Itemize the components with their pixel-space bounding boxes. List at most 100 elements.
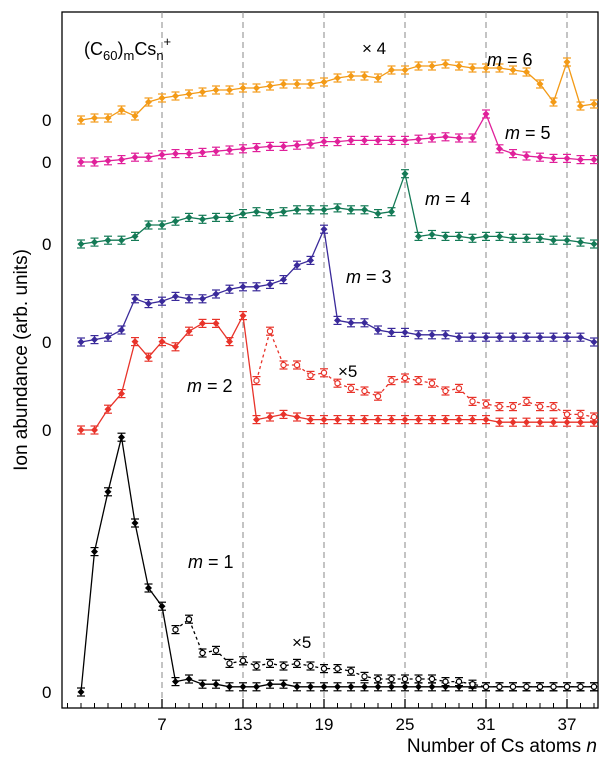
data-point-scaled [388,675,395,683]
data-point-scaled [266,660,274,667]
data-point [536,234,544,242]
data-point [320,683,328,691]
data-point [563,58,571,66]
data-point [293,80,301,88]
data-point [482,416,490,424]
data-point-scaled [590,683,598,691]
data-point [239,312,247,320]
data-point [374,74,382,82]
data-point-scaled [415,377,422,384]
x-tick-label: 37 [558,715,577,734]
data-point [77,116,85,124]
data-point-scaled [590,413,598,421]
data-point-scaled [293,660,301,667]
data-point [91,426,98,434]
data-point [266,82,274,90]
data-point [185,90,193,98]
data-point [577,156,584,164]
series-line [80,226,595,343]
data-point [509,150,517,158]
zero-label: 0 [42,111,51,130]
data-point-scaled [536,683,544,691]
data-point [442,331,449,339]
scale-note: × 4 [362,39,386,58]
data-point [496,333,503,341]
data-point [307,206,314,214]
data-point [212,213,220,221]
data-point [563,236,571,244]
data-point [415,62,422,70]
data-point [199,148,206,156]
y-axis-label: Ion abundance (arb. units) [11,249,32,471]
data-point [374,326,382,334]
data-point [118,433,125,441]
data-point [334,74,341,82]
data-point [455,134,463,142]
data-point [388,683,395,691]
data-point [280,680,287,688]
data-point [307,140,314,148]
data-point [212,290,220,298]
data-point [320,138,328,146]
data-point [293,261,301,269]
data-point [253,683,260,691]
data-point [199,319,206,327]
data-point [590,240,598,248]
data-point [428,416,436,424]
data-point [577,333,584,341]
data-point [293,683,301,691]
data-point-scaled [253,662,260,670]
data-point [442,60,449,68]
data-point [469,64,476,72]
data-point [347,72,355,80]
data-point [226,338,233,346]
data-point [428,62,436,70]
data-point [590,100,598,108]
data-point [455,232,463,240]
data-point [158,297,166,305]
data-point [104,405,112,413]
data-point [185,327,193,335]
data-point [91,336,98,344]
data-point-scaled [509,683,517,691]
data-point-scaled [280,361,287,369]
data-point [212,680,220,688]
x-tick-label: 31 [477,715,496,734]
data-point [172,678,179,686]
chart-title: (C60)mCsn+ [84,34,171,63]
data-point-scaled [563,411,571,418]
data-point [172,92,179,100]
series-label: m = 2 [187,376,233,396]
data-point-scaled [185,616,193,623]
series-5: m = 5 [77,109,598,167]
data-point [226,683,233,691]
data-point [280,276,287,284]
data-point [361,416,368,424]
data-point [401,136,409,144]
data-point [509,66,517,74]
data-point [77,240,85,248]
data-point [158,338,166,346]
data-point [307,683,314,691]
data-point-scaled [442,387,449,395]
data-point [469,416,476,424]
data-point [131,295,139,303]
data-point-scaled [482,400,490,408]
data-point [563,333,571,341]
data-point [185,295,193,303]
data-point [145,353,152,361]
data-point [334,138,341,146]
data-point [469,333,476,341]
data-point [509,333,517,341]
data-point [388,208,395,216]
data-point [361,683,368,691]
data-point [118,236,125,244]
data-point [253,416,260,424]
data-point-scaled [401,675,409,683]
zero-label: 0 [42,421,51,440]
data-point [199,88,206,96]
data-point [266,210,274,218]
data-point-scaled [347,668,355,675]
x-axis-label: Number of Cs atoms n [407,736,597,757]
data-point [212,147,220,155]
